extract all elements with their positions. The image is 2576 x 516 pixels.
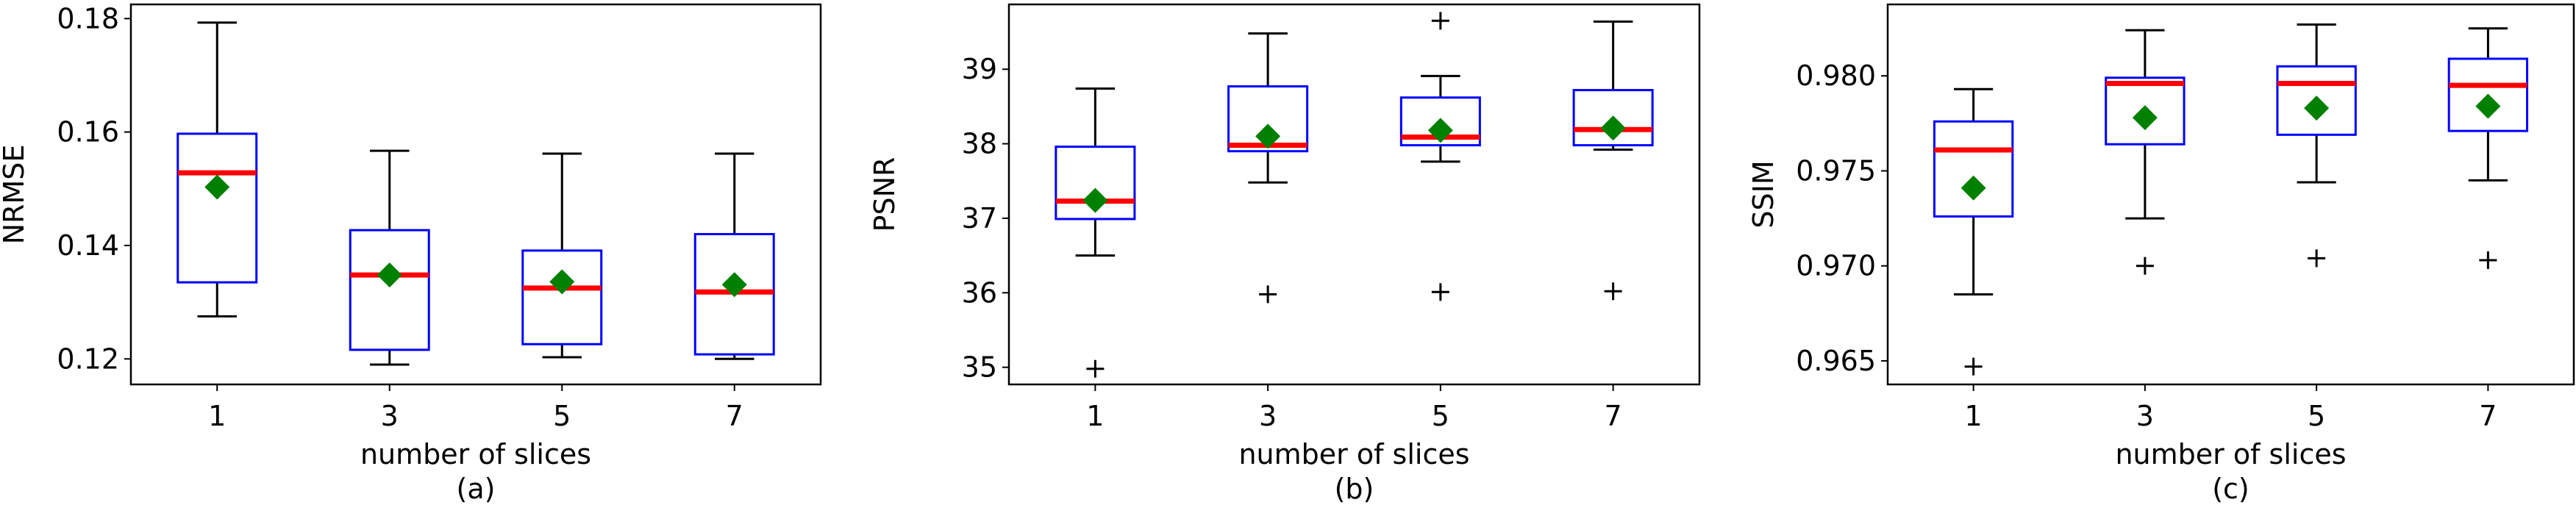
mean-marker bbox=[2132, 105, 2158, 131]
y-tick-label: 0.12 bbox=[57, 343, 119, 375]
flier-marker bbox=[2136, 257, 2154, 275]
mean-marker bbox=[1255, 123, 1281, 149]
mean-marker bbox=[1427, 118, 1453, 143]
flier-marker bbox=[1259, 285, 1277, 304]
y-tick-label: 0.980 bbox=[1796, 60, 1876, 92]
chart-panel-1: 0.12 0.14 0.16 0.18 1 3 5 7 number of slices(a) N… bbox=[0, 2, 822, 505]
x-tick-label: 1 bbox=[1965, 400, 1983, 432]
iqr-box bbox=[2447, 57, 2529, 132]
y-tick-label: 0.16 bbox=[57, 116, 119, 148]
y-tick-label: 35 bbox=[962, 351, 997, 384]
box-1 bbox=[1933, 87, 2014, 376]
y-tick-label: 39 bbox=[962, 53, 997, 85]
box-5 bbox=[2276, 23, 2357, 268]
x-tick-label: 7 bbox=[2479, 400, 2497, 432]
x-tick-label: 3 bbox=[1259, 400, 1277, 432]
axes-frame bbox=[1007, 3, 1701, 386]
box-5 bbox=[1399, 12, 1481, 301]
iqr-box bbox=[1055, 146, 1136, 221]
flier-marker bbox=[1086, 359, 1105, 378]
mean-marker bbox=[721, 272, 747, 298]
box-1 bbox=[176, 21, 258, 318]
y-tick-label: 36 bbox=[962, 276, 997, 309]
box-7 bbox=[693, 152, 775, 360]
panel-label: (a) bbox=[457, 473, 496, 505]
mean-marker bbox=[1960, 175, 1986, 201]
box-5 bbox=[521, 152, 603, 359]
iqr-box bbox=[349, 229, 430, 351]
flier-marker bbox=[1431, 283, 1449, 301]
mean-marker bbox=[377, 262, 402, 288]
x-tick-label: 1 bbox=[208, 400, 226, 432]
y-tick-label: 0.14 bbox=[57, 229, 119, 262]
y-axis-label: NRMSE bbox=[0, 145, 30, 245]
flier-marker bbox=[2479, 251, 2497, 269]
x-tick-label: 5 bbox=[1432, 400, 1449, 432]
chart-panel-3: 0.965 0.970 0.975 0.980 1 3 5 7 number of slices… bbox=[1747, 3, 2575, 505]
iqr-box bbox=[1572, 89, 1654, 147]
x-tick-label: 7 bbox=[726, 400, 743, 432]
x-tick-label: 7 bbox=[1605, 400, 1622, 432]
flier-marker bbox=[2308, 249, 2326, 268]
flier-marker bbox=[1964, 357, 1983, 376]
iqr-box bbox=[176, 132, 258, 284]
y-axis-label: SSIM bbox=[1747, 160, 1780, 228]
mean-marker bbox=[549, 269, 575, 295]
panel-label: (b) bbox=[1335, 473, 1374, 505]
mean-marker bbox=[2304, 96, 2330, 121]
iqr-box bbox=[521, 249, 603, 345]
axes-frame bbox=[1886, 3, 2575, 386]
mean-marker bbox=[204, 174, 230, 200]
x-tick-label: 3 bbox=[381, 400, 399, 432]
iqr-box bbox=[1399, 96, 1481, 147]
axes-frame bbox=[129, 3, 822, 386]
y-tick-label: 0.965 bbox=[1796, 345, 1876, 377]
y-tick-label: 38 bbox=[962, 128, 997, 160]
y-tick-label: 0.970 bbox=[1796, 250, 1876, 282]
box-3 bbox=[1227, 32, 1309, 304]
box-7 bbox=[1572, 20, 1654, 301]
x-tick-label: 1 bbox=[1086, 400, 1104, 432]
x-axis-label: number of slices bbox=[360, 438, 591, 470]
y-tick-label: 0.975 bbox=[1796, 154, 1876, 187]
flier-marker bbox=[1604, 282, 1622, 301]
box-3 bbox=[349, 149, 430, 366]
y-tick-label: 0.18 bbox=[57, 2, 119, 35]
x-axis-label: number of slices bbox=[1238, 438, 1469, 470]
x-tick-label: 5 bbox=[553, 400, 571, 432]
mean-marker bbox=[2475, 93, 2501, 119]
x-tick-label: 5 bbox=[2308, 400, 2325, 432]
iqr-box bbox=[2105, 76, 2186, 146]
y-tick-label: 37 bbox=[962, 202, 997, 234]
panel-label: (c) bbox=[2212, 473, 2249, 505]
box-1 bbox=[1055, 87, 1136, 378]
flier-marker bbox=[1431, 12, 1449, 30]
iqr-box bbox=[1227, 85, 1309, 153]
x-axis-label: number of slices bbox=[2115, 438, 2346, 470]
iqr-box bbox=[1933, 120, 2014, 218]
y-axis-label: PSNR bbox=[868, 157, 901, 232]
mean-marker bbox=[1082, 187, 1108, 213]
mean-marker bbox=[1600, 115, 1626, 141]
box-7 bbox=[2447, 27, 2529, 269]
box-3 bbox=[2105, 29, 2186, 275]
x-tick-label: 3 bbox=[2136, 400, 2154, 432]
iqr-box bbox=[2276, 65, 2357, 136]
